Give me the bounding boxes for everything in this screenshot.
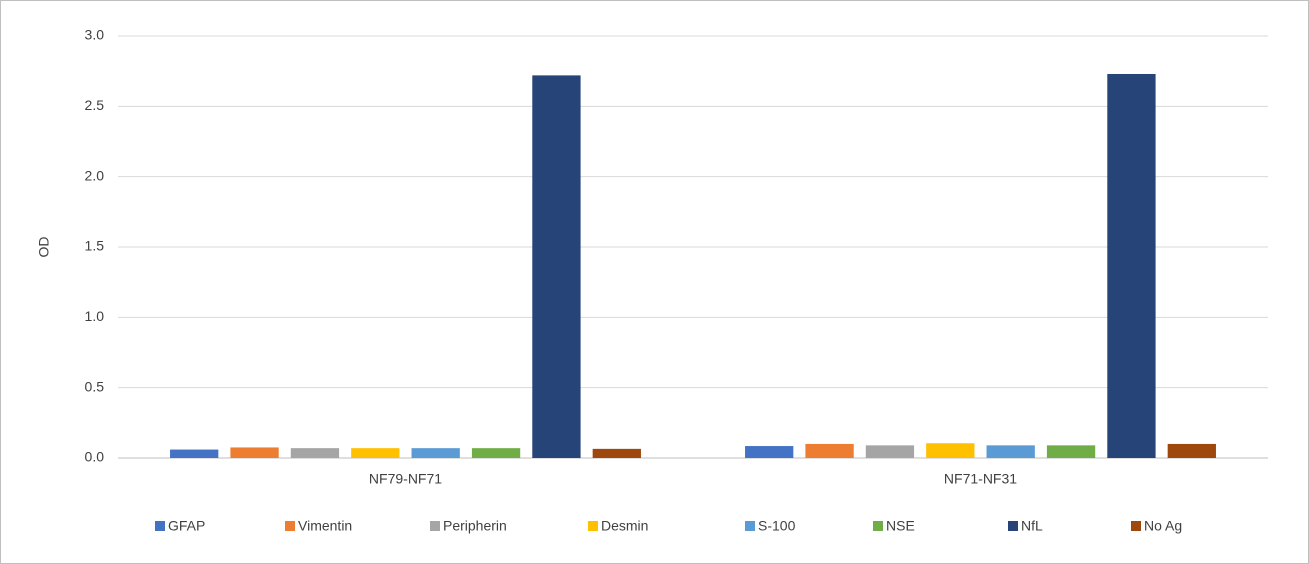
legend-label: NfL [1021, 518, 1043, 534]
legend-swatch [155, 521, 165, 531]
legend-swatch [1008, 521, 1018, 531]
y-tick-label: 0.0 [85, 449, 105, 465]
bar [532, 75, 581, 459]
bar [411, 448, 460, 458]
bar [592, 448, 641, 458]
bar [745, 446, 794, 458]
legend-swatch [1131, 521, 1141, 531]
y-axis-label: OD [36, 237, 52, 258]
y-tick-label: 1.5 [85, 238, 105, 254]
legend-label: GFAP [168, 518, 205, 534]
x-tick-label: NF79-NF71 [369, 471, 442, 487]
bar [865, 445, 915, 458]
legend-label: Desmin [601, 518, 648, 534]
bar [170, 449, 219, 458]
bar [986, 445, 1035, 458]
bar [230, 447, 279, 458]
bar [805, 443, 854, 458]
bar [1046, 445, 1096, 458]
legend-swatch [745, 521, 755, 531]
legend-swatch [285, 521, 295, 531]
bar [1167, 443, 1216, 458]
legend-swatch [873, 521, 883, 531]
bar [926, 443, 975, 458]
y-tick-label: 2.0 [85, 167, 105, 183]
legend-label: Vimentin [298, 518, 352, 534]
legend-swatch [588, 521, 598, 531]
bar [1107, 73, 1156, 458]
y-tick-label: 3.0 [85, 27, 105, 43]
bar [290, 448, 340, 458]
legend-label: No Ag [1144, 518, 1182, 534]
x-tick-label: NF71-NF31 [944, 471, 1017, 487]
bar [351, 448, 400, 458]
legend-swatch [430, 521, 440, 531]
legend-label: NSE [886, 518, 915, 534]
legend-label: S-100 [758, 518, 796, 534]
y-tick-label: 1.0 [85, 308, 105, 324]
legend-label: Peripherin [443, 518, 507, 534]
y-tick-label: 2.5 [85, 97, 105, 113]
y-tick-label: 0.5 [85, 378, 105, 394]
bar [471, 448, 521, 458]
